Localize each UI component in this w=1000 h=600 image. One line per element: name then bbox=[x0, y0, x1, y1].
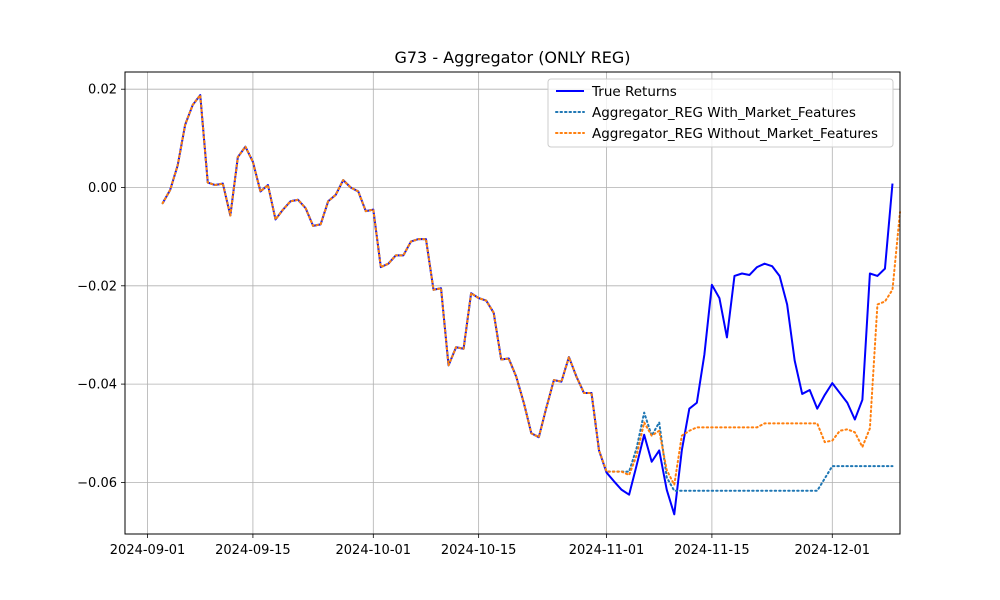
x-tick-label: 2024-10-01 bbox=[336, 543, 412, 558]
x-tick-label: 2024-10-15 bbox=[441, 543, 517, 558]
legend-box bbox=[547, 78, 894, 148]
x-tick-label: 2024-12-01 bbox=[795, 543, 871, 558]
legend-label-1: True Returns bbox=[591, 84, 677, 100]
legend: True Returns Aggregator_REG With_Market_F… bbox=[547, 78, 894, 148]
plot-frame bbox=[124, 71, 901, 535]
x-tick-label: 2024-11-01 bbox=[569, 543, 645, 558]
x-tick-label: 2024-11-15 bbox=[674, 543, 750, 558]
series-line-3 bbox=[161, 94, 901, 486]
legend-label-3: Aggregator_REG Without_Market_Features bbox=[592, 126, 878, 142]
y-tick-label: 0.00 bbox=[88, 181, 117, 196]
legend-label-2: Aggregator_REG With_Market_Features bbox=[592, 105, 856, 121]
y-axis: 0.02 0.00 −0.02 −0.04 −0.06 bbox=[77, 83, 125, 491]
chart-title: G73 - Aggregator (ONLY REG) bbox=[394, 48, 630, 67]
x-axis: 2024-09-01 2024-09-15 2024-10-01 2024-10-15… bbox=[110, 534, 870, 558]
x-tick-label: 2024-09-01 bbox=[110, 543, 186, 558]
grid-lines bbox=[125, 72, 900, 534]
y-tick-label: −0.04 bbox=[77, 378, 117, 393]
series-layer bbox=[161, 94, 901, 516]
y-tick-label: −0.06 bbox=[77, 476, 117, 491]
y-tick-label: −0.02 bbox=[77, 279, 117, 294]
x-tick-label: 2024-09-15 bbox=[215, 543, 291, 558]
y-tick-label: 0.02 bbox=[88, 83, 117, 98]
